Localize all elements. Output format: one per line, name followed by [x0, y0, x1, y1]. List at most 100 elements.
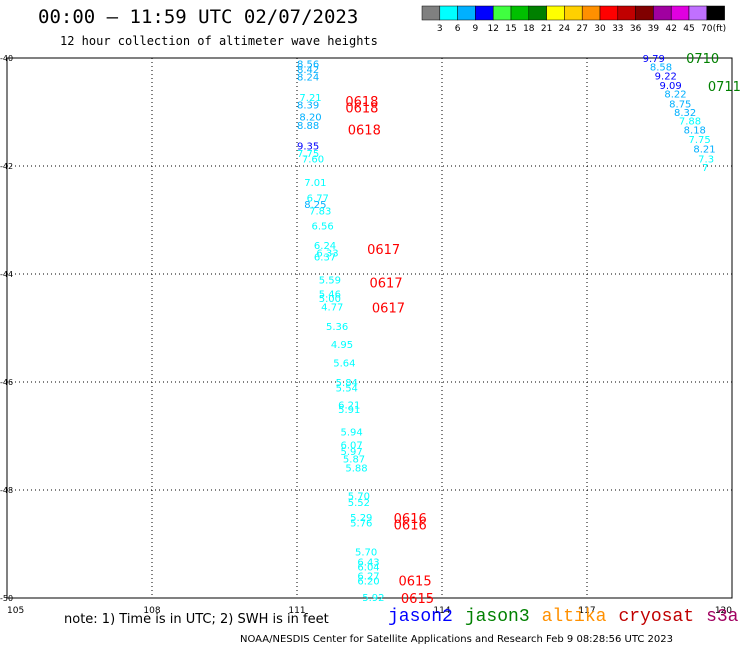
wave-height-label: 5.70 — [348, 491, 370, 502]
wave-height-label: 5.97 — [341, 447, 363, 458]
wave-height-label: 6.24 — [314, 241, 336, 252]
wave-height-label: 8.56 — [297, 59, 319, 70]
scale-tick-label: 36 — [630, 24, 642, 34]
legend-entry-jason3: jason3 — [464, 607, 530, 627]
latitude-tick-label: -42 — [0, 162, 13, 171]
wave-height-label: 8.24 — [297, 72, 319, 83]
scale-tick-label: 45 — [683, 24, 694, 34]
pass-time-label: 0615 — [399, 575, 432, 590]
legend-entry-s3a: s3a — [706, 607, 739, 627]
pass-time-label: 0615 — [401, 592, 434, 607]
wave-height-label: 9.09 — [660, 81, 682, 92]
scale-tick-label: 30 — [594, 24, 606, 34]
longitude-tick-label: 105 — [7, 606, 24, 616]
scale-tick-label: 15 — [505, 24, 516, 34]
wave-height-label: 7.83 — [309, 206, 331, 217]
wave-height-label: 9.35 — [297, 141, 319, 152]
wave-height-label: 6.07 — [341, 441, 363, 452]
scale-tick-label: 18 — [523, 24, 535, 34]
wave-height-label: 8.20 — [299, 112, 321, 123]
wave-height-label: 5.70 — [355, 548, 377, 559]
wave-height-label: 7.60 — [302, 154, 324, 165]
scale-tick-label: 33 — [612, 24, 623, 34]
wave-height-label: 6.37 — [314, 253, 336, 264]
wave-height-label: 7.21 — [299, 93, 321, 104]
latitude-tick-label: -46 — [0, 378, 13, 387]
wave-height-label: 8.58 — [650, 63, 672, 74]
pass-time-label: 0617 — [372, 301, 405, 316]
legend-entry-altika: altika — [541, 607, 607, 627]
wave-height-label: 4.95 — [331, 340, 353, 351]
wave-height-label: 5.52 — [348, 498, 370, 509]
wave-height-label: 5.87 — [343, 455, 365, 466]
wave-height-label: 5.64 — [333, 359, 355, 370]
wave-height-label: 5.84 — [336, 378, 358, 389]
wave-height-label: 9.22 — [655, 71, 677, 82]
map-subtitle: 12 hour collection of altimeter wave hei… — [60, 34, 378, 48]
wave-height-label: 5.92 — [362, 593, 384, 604]
longitude-tick-label: 108 — [143, 606, 160, 616]
wave-height-label: 5.46 — [319, 289, 341, 300]
scale-tick-label: 3 — [437, 24, 443, 34]
wave-height-label: 6.20 — [357, 577, 379, 588]
pass-time-label: 0616 — [394, 512, 427, 527]
latitude-tick-label: -44 — [0, 270, 13, 279]
scale-tick-label: 6 — [455, 24, 461, 34]
wave-height-label: 7.3 — [698, 154, 714, 165]
pass-time-label: 0710 — [686, 52, 719, 67]
wave-height-label: 8.18 — [684, 125, 706, 136]
wave-height-label: 8.32 — [674, 108, 696, 119]
wave-height-label: 5.36 — [326, 322, 348, 333]
wave-height-label: 6.43 — [357, 557, 379, 568]
pass-time-label: 0617 — [370, 277, 403, 292]
wave-height-label: 8.21 — [693, 145, 715, 156]
map-frame — [6, 57, 733, 599]
wave-height-label: 5.54 — [336, 383, 358, 394]
pass-time-label: 0618 — [348, 123, 381, 138]
wave-height-label: 7.75 — [689, 135, 711, 146]
latitude-tick-label: -50 — [0, 594, 13, 603]
wave-height-label: 7.75 — [297, 149, 319, 160]
map-title: 00:00 — 11:59 UTC 02/07/2023 — [38, 6, 359, 28]
latitude-tick-label: -40 — [0, 54, 13, 63]
wave-height-label: 5.91 — [338, 405, 360, 416]
wave-height-label: 5.00 — [319, 294, 341, 305]
longitude-tick-label: 117 — [578, 606, 595, 616]
wave-height-label: 7.01 — [304, 178, 326, 189]
scale-tick-label: 9 — [473, 24, 479, 34]
latitude-tick-label: -48 — [0, 486, 13, 495]
legend-entry-jason2: jason2 — [388, 607, 453, 627]
wave-height-label: 6.77 — [307, 193, 329, 204]
wave-height-label: 8.39 — [297, 100, 319, 111]
satellite-legend: jason2 jason3 altika cryosat s3a — [388, 606, 740, 627]
scale-swatch — [706, 5, 725, 21]
scale-unit-label: (ft) — [713, 24, 727, 34]
longitude-tick-label: 120 — [715, 606, 732, 616]
pass-time-label: 0617 — [367, 243, 400, 258]
scale-tick-label: 24 — [559, 24, 571, 34]
scale-tick-label: 39 — [648, 24, 660, 34]
wave-height-color-scale: 3 6 9 12 15 18 21 24 27 30 33 36 39 42 45 70 (ft) — [421, 5, 727, 34]
wave-height-label: 8.75 — [669, 99, 691, 110]
wave-height-label: 5.76 — [350, 518, 372, 529]
wave-height-label: 5.59 — [319, 275, 341, 286]
legend-entry-cryosat: cryosat — [618, 607, 695, 627]
credit-line: NOAA/NESDIS Center for Satellite Applica… — [240, 634, 673, 645]
wave-height-label: 6.27 — [357, 571, 379, 582]
pass-time-label: 0618 — [345, 95, 378, 110]
wave-height-label: 7 — [702, 163, 708, 174]
scale-tick-label: 27 — [576, 24, 587, 34]
wave-height-label: 7.88 — [679, 117, 701, 128]
note-text: note: 1) Time is in UTC; 2) SWH is in fe… — [64, 612, 329, 627]
wave-height-label: 8.25 — [304, 200, 326, 211]
wave-height-label: 5.94 — [341, 428, 363, 439]
wave-height-label: 9.79 — [643, 54, 665, 65]
scale-tick-label: 12 — [487, 24, 498, 34]
wave-height-label: 6.33 — [316, 248, 338, 259]
longitude-tick-label: 111 — [288, 606, 305, 616]
scale-tick-label: 42 — [665, 24, 676, 34]
longitude-tick-label: 114 — [433, 606, 450, 616]
wave-height-label: 8.88 — [297, 121, 319, 132]
wave-height-label: 6.04 — [357, 563, 379, 574]
